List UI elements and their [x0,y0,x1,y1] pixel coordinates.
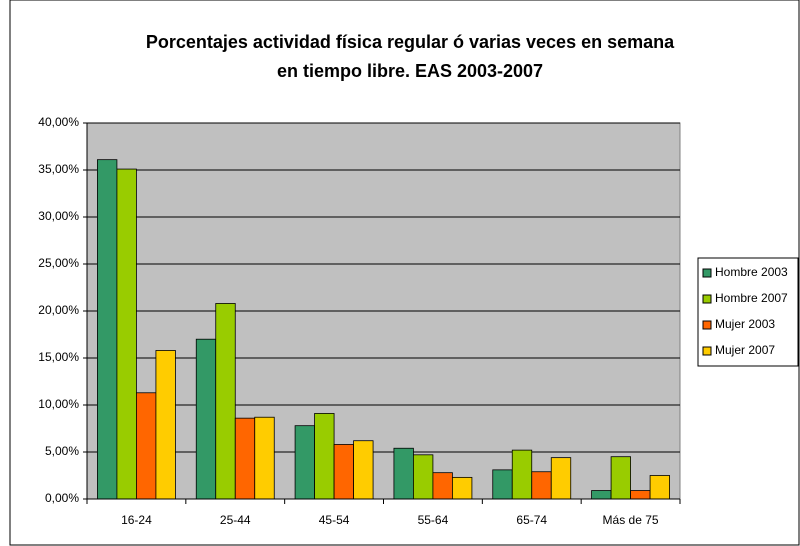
bar [333,444,354,500]
bar [531,471,552,500]
bar [511,449,533,500]
y-tick-label: 15,00% [38,350,79,364]
bar [195,338,217,500]
legend-box [697,257,799,367]
x-tick-label: 45-54 [319,513,350,527]
chart-title: Porcentajes actividad física regular ó v… [146,32,675,52]
bar [294,425,315,500]
bar [215,303,236,500]
legend-swatch [702,346,712,356]
legend-swatch [702,268,712,278]
bar [452,476,473,500]
bar [234,417,256,500]
bar [591,490,612,500]
bar [116,168,137,500]
bar [97,159,118,500]
bar [353,440,374,500]
y-tick-label: 40,00% [38,115,79,129]
bar [550,457,572,500]
legend-label: Hombre 2007 [715,291,788,305]
y-tick-label: 35,00% [38,162,79,176]
bar [254,416,275,500]
x-tick-label: 55-64 [418,513,449,527]
legend-label: Mujer 2007 [715,343,775,357]
x-tick-label: 65-74 [516,513,547,527]
y-tick-label: 10,00% [38,397,79,411]
bar [432,472,453,500]
legend-swatch [702,320,712,330]
bar [314,413,335,500]
bar [492,469,513,500]
bar [630,490,651,500]
y-tick-label: 20,00% [38,303,79,317]
bar [393,447,414,500]
y-tick-label: 25,00% [38,256,79,270]
bar [413,454,434,500]
x-tick-label: Más de 75 [603,513,659,527]
bar [610,456,631,500]
y-tick-label: 30,00% [38,209,79,223]
y-tick-label: 0,00% [45,491,79,505]
bar [136,392,157,500]
y-tick-label: 5,00% [45,444,79,458]
legend-label: Mujer 2003 [715,317,775,331]
bar [155,350,176,500]
legend-label: Hombre 2003 [715,265,788,279]
chart-title: en tiempo libre. EAS 2003-2007 [277,61,543,81]
legend-swatch [702,294,712,304]
x-tick-label: 25-44 [220,513,251,527]
x-tick-label: 16-24 [121,513,152,527]
bar [649,475,670,500]
